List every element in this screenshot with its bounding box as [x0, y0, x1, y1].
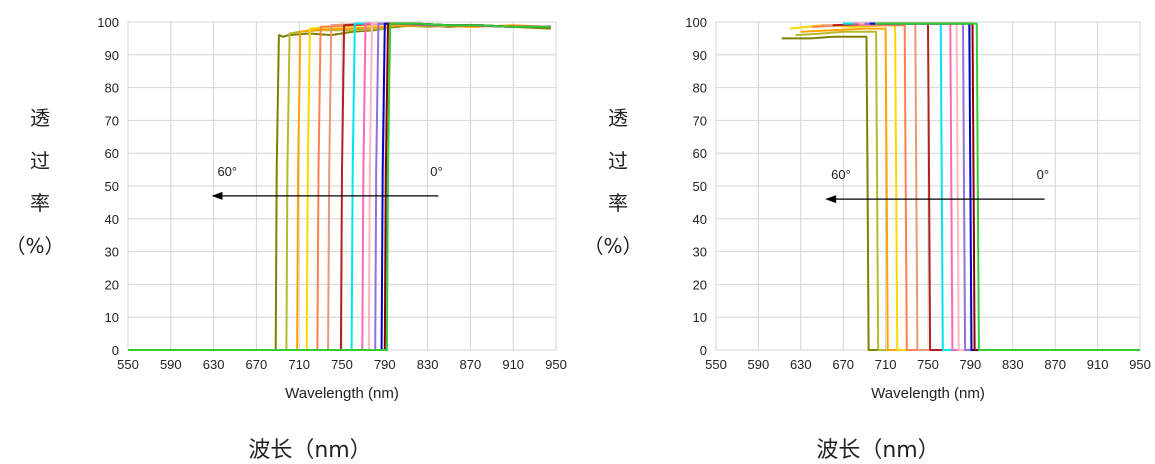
y-tick-label: 40	[693, 212, 707, 227]
x-tick-label: 830	[1002, 357, 1024, 372]
y-tick-label: 0	[112, 343, 119, 358]
y-tick-label: 90	[693, 48, 707, 63]
series-line	[128, 22, 551, 351]
y-side-label-unit: （%）	[583, 234, 643, 258]
y-tick-label: 40	[105, 212, 119, 227]
y-side-label-char-2: 过	[608, 149, 628, 173]
y-side-label-char-2: 过	[30, 149, 50, 173]
x-tick-label: 750	[917, 357, 939, 372]
x-tick-label: 790	[374, 357, 396, 372]
y-tick-label: 70	[693, 113, 707, 128]
y-side-label-char-1: 透	[608, 106, 628, 130]
y-tick-label: 0	[700, 343, 707, 358]
chart-panel-left: 透 过 率 （%） 550 590 630 670 710 750 790 830 870 910…	[0, 0, 577, 463]
x-axis-label: Wavelength (nm)	[871, 385, 985, 402]
x-tick-label: 950	[545, 357, 567, 372]
y-tick-label: 60	[105, 146, 119, 161]
y-tick-label: 100	[685, 15, 707, 30]
y-tick-label: 20	[693, 277, 707, 292]
y-side-label-unit: （%）	[5, 234, 65, 258]
angle-label-0: 0°	[430, 164, 442, 179]
y-tick-label: 10	[693, 310, 707, 325]
angle-arrow-head	[825, 195, 837, 204]
x-tick-label: 750	[331, 357, 353, 372]
x-tick-label: 950	[1129, 357, 1151, 372]
y-side-label-char-1: 透	[30, 106, 50, 130]
y-tick-label: 50	[105, 179, 119, 194]
angle-arrow-head	[211, 191, 223, 200]
x-tick-label: 710	[875, 357, 897, 372]
y-side-label-char-3: 率	[30, 191, 50, 215]
series-line	[875, 22, 1140, 351]
y-tick-label: 30	[693, 245, 707, 260]
x-tick-label: 590	[748, 357, 770, 372]
y-tick-label: 100	[97, 15, 119, 30]
y-tick-label: 70	[105, 113, 119, 128]
x-tick-label: 550	[117, 357, 139, 372]
x-tick-label: 670	[832, 357, 854, 372]
angle-label-0: 0°	[1037, 167, 1049, 182]
x-tick-label: 870	[460, 357, 482, 372]
bottom-axis-label-right: 波长（nm）	[816, 438, 940, 463]
y-tick-label: 20	[105, 277, 119, 292]
x-tick-label: 630	[203, 357, 225, 372]
transmittance-chart-right: 550 590 630 670 710 750 790 830 870 910 950 0 10 20 30…	[685, 15, 1151, 402]
x-tick-label: 710	[288, 357, 310, 372]
x-tick-label: 910	[1087, 357, 1109, 372]
transmittance-chart-left: 550 590 630 670 710 750 790 830 870 910 950 0 10 20 30…	[97, 15, 567, 402]
y-tick-label: 60	[693, 146, 707, 161]
x-tick-label: 830	[417, 357, 439, 372]
angle-label-60: 60°	[217, 164, 237, 179]
x-tick-label: 670	[246, 357, 268, 372]
y-tick-label: 30	[105, 245, 119, 260]
y-tick-label: 50	[693, 179, 707, 194]
chart-panel-right: 透 过 率 （%） 550 590 630 670 710 750 790 830 870 910…	[578, 0, 1155, 463]
bottom-axis-label-left: 波长（nm）	[248, 438, 372, 463]
y-tick-label: 80	[105, 81, 119, 96]
x-tick-label: 550	[705, 357, 727, 372]
y-tick-label: 80	[693, 81, 707, 96]
series-line	[800, 27, 1140, 351]
x-tick-label: 910	[502, 357, 524, 372]
x-tick-label: 790	[960, 357, 982, 372]
x-axis-label: Wavelength (nm)	[285, 385, 399, 402]
x-tick-label: 590	[160, 357, 182, 372]
x-tick-label: 870	[1044, 357, 1066, 372]
y-tick-label: 90	[105, 48, 119, 63]
series-line	[128, 24, 551, 351]
y-side-label-char-3: 率	[608, 191, 628, 215]
x-tick-label: 630	[790, 357, 812, 372]
y-tick-label: 10	[105, 310, 119, 325]
series-line	[781, 35, 1140, 351]
series-line	[795, 30, 1140, 351]
angle-label-60: 60°	[831, 167, 851, 182]
